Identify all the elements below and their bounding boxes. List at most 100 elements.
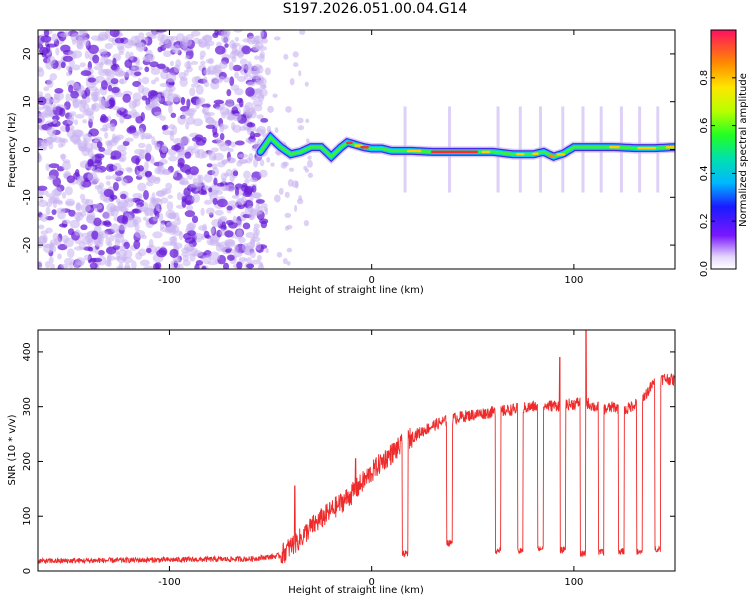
snr-ylabel: SNR (10 * v/v) [7, 414, 18, 485]
noise-blob [212, 197, 218, 205]
noise-blob [61, 219, 71, 225]
noise-blob [267, 105, 274, 113]
noise-blob [154, 77, 160, 82]
noise-blob [242, 38, 253, 43]
noise-blob [225, 108, 230, 115]
noise-blob [102, 211, 111, 220]
noise-blob [110, 64, 118, 71]
noise-blob [227, 147, 234, 153]
noise-blob [125, 51, 131, 60]
noise-blob [260, 118, 269, 123]
noise-blob [192, 250, 203, 257]
noise-blob [123, 249, 133, 259]
noise-blob [200, 60, 206, 65]
noise-blob [109, 30, 120, 38]
noise-blob [233, 30, 243, 33]
noise-blob [260, 220, 268, 229]
noise-blob [59, 107, 66, 117]
noise-blob [230, 122, 236, 131]
noise-blob [220, 172, 227, 181]
noise-blob [58, 142, 64, 148]
noise-blob [43, 102, 53, 110]
noise-blob [264, 208, 268, 216]
spectrogram-xtick-label: 100 [564, 275, 583, 286]
noise-blob [187, 230, 196, 236]
spectrogram-xtick-label: 0 [368, 275, 374, 286]
noise-blob [132, 216, 142, 224]
noise-blob [289, 78, 295, 86]
noise-blob [120, 106, 125, 112]
noise-blob [61, 235, 70, 244]
noise-blob [180, 135, 190, 145]
noise-blob [157, 63, 166, 70]
noise-blob [66, 175, 76, 184]
noise-blob [307, 172, 314, 178]
noise-blob [246, 139, 257, 144]
noise-blob [244, 178, 250, 184]
noise-blob [72, 82, 80, 90]
noise-blob [292, 62, 299, 68]
noise-blob [192, 193, 201, 203]
noise-blob [306, 159, 313, 168]
colorbar-tick-label: 0.6 [699, 118, 710, 134]
noise-blob [206, 207, 215, 215]
noise-blob [52, 118, 58, 125]
noise-blob [150, 79, 157, 85]
noise-blob [150, 68, 161, 75]
noise-blob [246, 257, 252, 264]
noise-blob [237, 159, 248, 164]
noise-blob [106, 140, 113, 150]
noise-blob [148, 238, 154, 249]
noise-blob [307, 155, 312, 160]
noise-blob [255, 242, 262, 251]
noise-blob [143, 189, 149, 200]
noise-blob [94, 96, 105, 102]
noise-blob [171, 94, 182, 103]
noise-blob [141, 95, 148, 101]
noise-blob [236, 220, 242, 228]
noise-blob [151, 97, 159, 106]
noise-blob [65, 198, 76, 207]
noise-blob [192, 118, 203, 127]
noise-blob [108, 97, 115, 106]
noise-blob [38, 224, 45, 230]
noise-blob [38, 106, 44, 111]
noise-blob [292, 51, 299, 58]
noise-blob [141, 76, 150, 85]
snr-xtick-label: -100 [158, 577, 181, 588]
noise-blob [62, 55, 74, 62]
snr-ytick-label: 100 [22, 507, 33, 526]
noise-blob [179, 180, 190, 186]
spectrogram-ytick-label: -10 [22, 189, 33, 205]
noise-blob [65, 93, 71, 102]
spectrogram-ytick-label: 0 [22, 146, 33, 152]
snr-xtick-label: 100 [564, 577, 583, 588]
noise-blob [51, 97, 61, 104]
noise-blob [80, 70, 92, 77]
noise-blob [119, 115, 125, 124]
spectrogram-xlabel: Height of straight line (km) [288, 285, 424, 296]
noise-blob [55, 47, 60, 56]
noise-blob [52, 103, 57, 111]
noise-blob [103, 149, 114, 156]
noise-blob [303, 220, 310, 227]
noise-blob [143, 216, 148, 221]
noise-blob [94, 136, 103, 143]
noise-blob [135, 60, 140, 67]
noise-blob [251, 185, 257, 193]
snr-panel: -100 0 100 0 100 200 300 400 Height of straight… [7, 329, 676, 596]
noise-blob [198, 38, 208, 48]
colorbar: 0.0 0.2 0.4 0.6 0.8 Normalized spectral ampl… [699, 29, 749, 277]
noise-blob [200, 207, 205, 217]
noise-blob [298, 70, 302, 77]
noise-blob [259, 84, 267, 89]
noise-blob [132, 131, 140, 139]
noise-blob [171, 144, 181, 151]
noise-blob [201, 190, 208, 196]
noise-blob [213, 99, 225, 105]
noise-blob [245, 71, 252, 78]
noise-blob [40, 230, 48, 235]
noise-blob [159, 82, 169, 88]
